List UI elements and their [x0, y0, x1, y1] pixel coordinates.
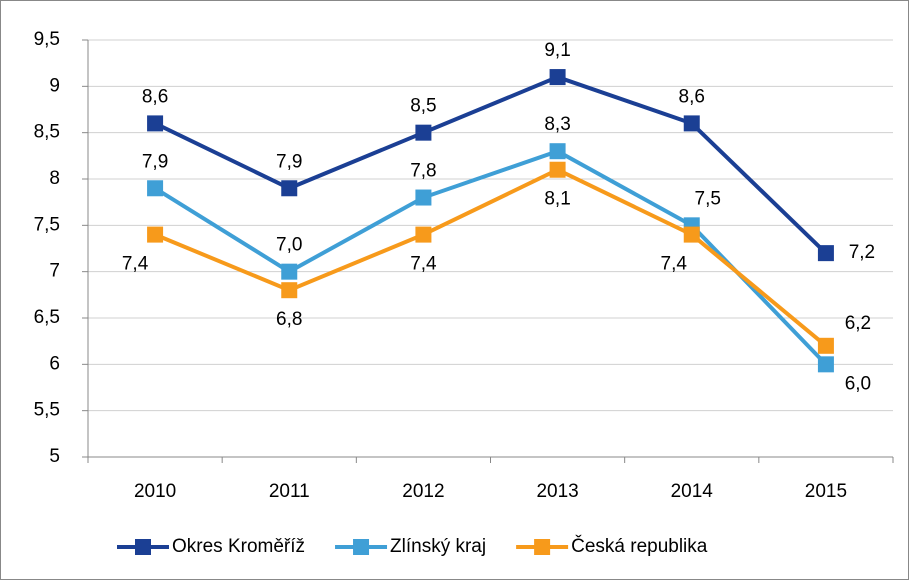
data-label: 7,4: [410, 254, 437, 275]
point-marker: [549, 69, 566, 86]
x-tick-label: 2011: [269, 481, 310, 502]
legend-marker: [353, 539, 370, 555]
legend-marker: [534, 539, 551, 555]
point-marker: [415, 124, 432, 141]
point-marker: [147, 180, 164, 197]
series-line: [154, 167, 828, 348]
data-label: 6,8: [276, 309, 302, 330]
x-tick-label: 2010: [134, 481, 176, 502]
legend-marker: [135, 539, 151, 555]
point-marker: [415, 226, 432, 243]
y-tick-label: 8,5: [34, 122, 60, 143]
x-tick-label: 2014: [671, 481, 714, 502]
point-marker: [549, 161, 566, 178]
data-label: 6,2: [845, 313, 871, 334]
data-label: 8,5: [410, 96, 436, 117]
point-marker: [817, 356, 834, 373]
point-marker: [415, 189, 432, 206]
x-tick-label: 2013: [536, 481, 578, 502]
data-label: 9,1: [544, 40, 570, 61]
data-label: 7,9: [276, 151, 302, 172]
y-tick-label: 6,5: [34, 307, 60, 328]
point-marker: [147, 226, 164, 243]
data-label: 7,8: [410, 161, 436, 182]
x-tick-label: 2015: [805, 481, 847, 502]
series-line: [154, 149, 828, 366]
data-label: 8,3: [544, 114, 570, 135]
data-label: 6,0: [845, 373, 871, 394]
point-marker: [549, 143, 566, 160]
y-tick-label: 5,5: [34, 400, 60, 421]
y-tick-label: 8: [49, 168, 60, 189]
series-line: [154, 74, 828, 255]
data-label: 7,0: [276, 235, 302, 256]
point-marker: [281, 263, 298, 280]
point-marker: [281, 282, 298, 299]
legend-label: Zlínský kraj: [390, 536, 486, 557]
legend-label: Česká republika: [571, 535, 708, 557]
y-tick-label: 9: [49, 75, 60, 96]
point-marker: [817, 337, 834, 354]
data-label: 7,4: [661, 254, 688, 275]
data-label: 8,6: [679, 86, 705, 107]
data-label: 8,6: [142, 86, 168, 107]
legend-label: Okres Kroměříž: [172, 536, 305, 557]
data-label: 7,5: [695, 188, 721, 209]
y-tick-label: 7,5: [34, 214, 60, 235]
data-label: 8,1: [544, 189, 570, 210]
y-tick-label: 5: [49, 446, 60, 467]
y-tick-label: 6: [49, 353, 60, 374]
point-marker: [281, 180, 298, 197]
y-tick-label: 9,5: [34, 29, 60, 50]
point-marker: [817, 245, 834, 262]
point-marker: [683, 115, 700, 132]
x-tick-label: 2012: [402, 481, 444, 502]
point-marker: [683, 226, 700, 243]
data-label: 7,9: [142, 151, 168, 172]
data-label: 7,2: [849, 242, 875, 263]
point-marker: [147, 115, 164, 132]
y-tick-label: 7: [49, 261, 60, 282]
data-label: 7,4: [122, 254, 149, 275]
